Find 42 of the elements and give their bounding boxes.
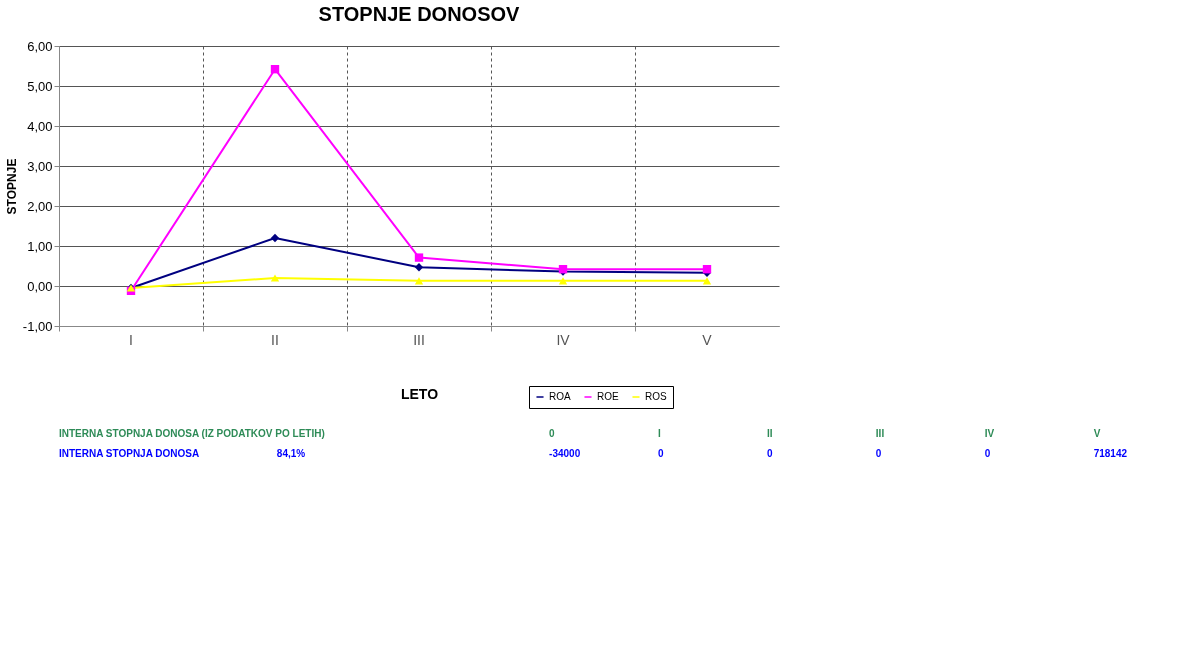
x-tick-label: II bbox=[271, 331, 279, 348]
text: 0 bbox=[549, 428, 556, 439]
text: IV bbox=[984, 428, 995, 439]
y-tick-label: -1,00 bbox=[22, 318, 53, 334]
x-tick-label: IV bbox=[556, 331, 571, 348]
legend-label: ROE bbox=[597, 391, 619, 402]
point bbox=[702, 277, 712, 285]
text: 0 bbox=[984, 448, 991, 459]
text: 0 bbox=[658, 448, 665, 459]
y-tick-label: 2,00 bbox=[27, 198, 53, 214]
y-tick-label: 6,00 bbox=[27, 38, 53, 54]
legend-label: ROA bbox=[549, 391, 571, 402]
y-tick-label: 1,00 bbox=[27, 238, 53, 254]
y-tick-label: 4,00 bbox=[27, 118, 53, 134]
y-tick-label: 0,00 bbox=[27, 278, 53, 294]
x-tick-label: V bbox=[702, 331, 713, 348]
point bbox=[270, 233, 280, 243]
chart-title: STOPNJE DONOSOV bbox=[318, 3, 521, 25]
y-axis-title: STOPNJE bbox=[4, 158, 19, 215]
point bbox=[414, 253, 424, 262]
point bbox=[270, 65, 280, 74]
text: 0 bbox=[766, 448, 773, 459]
text: 0 bbox=[875, 448, 882, 459]
text: 84,1% bbox=[276, 448, 306, 459]
x-axis-title: LETO bbox=[400, 385, 439, 402]
text: III bbox=[875, 428, 885, 439]
text: I bbox=[658, 428, 662, 439]
text: II bbox=[766, 428, 773, 439]
text: 718142 bbox=[1093, 448, 1128, 459]
text: V bbox=[1093, 428, 1101, 439]
text: INTERNA STOPNJA DONOSA (IZ PODATKOV PO LETIH) bbox=[59, 428, 325, 439]
point bbox=[414, 263, 424, 272]
y-tick-label: 3,00 bbox=[27, 158, 53, 174]
text: -34000 bbox=[549, 448, 581, 459]
x-tick-label: I bbox=[129, 331, 133, 348]
point bbox=[414, 277, 424, 285]
y-tick-label: 5,00 bbox=[27, 78, 53, 94]
point bbox=[270, 274, 280, 282]
legend-label: ROS bbox=[645, 391, 667, 402]
text: INTERNA STOPNJA DONOSA bbox=[59, 448, 200, 459]
point bbox=[558, 277, 568, 285]
x-tick-label: III bbox=[413, 331, 425, 348]
